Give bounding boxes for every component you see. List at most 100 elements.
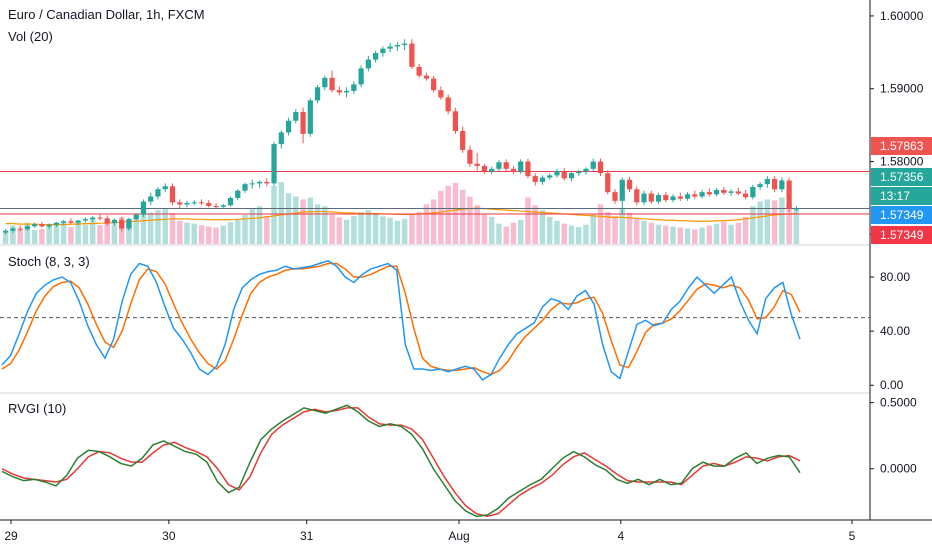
candle-body (17, 228, 23, 230)
volume-bar (227, 222, 234, 244)
volume-bar (191, 223, 198, 244)
price-tag-label: 13:17 (880, 189, 910, 203)
candle-body (358, 68, 364, 85)
volume-bar (365, 210, 372, 244)
volume-bar (634, 218, 640, 244)
price-pane[interactable] (0, 39, 870, 244)
volume-bar (619, 209, 626, 244)
candle-body (39, 224, 45, 227)
candle-body (351, 84, 357, 91)
candle-body (148, 196, 154, 202)
volume-bar (474, 205, 480, 244)
volume-bar (242, 214, 248, 244)
candle-body (3, 230, 9, 233)
volume-bar (771, 200, 778, 244)
volume-bar (713, 223, 720, 244)
volume-bar (445, 185, 451, 244)
candle-body (576, 171, 582, 174)
candle-body (597, 161, 604, 174)
volume-bar (169, 213, 176, 244)
volume-bar (757, 201, 763, 244)
volume-bar (467, 196, 473, 244)
candle-body (198, 202, 205, 204)
stoch-d-line (1, 262, 801, 376)
volume-bar (604, 212, 611, 244)
volume-bar (17, 229, 23, 244)
rvgi-pane[interactable] (1, 404, 801, 518)
stoch-tick-label: 80.00 (880, 270, 910, 284)
candle-body (68, 221, 74, 223)
candle-body (206, 203, 212, 206)
candle-body (191, 202, 197, 204)
candle-body (648, 193, 654, 202)
candle-body (706, 192, 712, 195)
candle-body (496, 162, 502, 169)
axis-labels: 11.580001.590001.600000.0040.0080.000.00… (4, 9, 923, 543)
candle-body (177, 202, 183, 205)
candle-body (612, 192, 618, 201)
chart-title: Euro / Canadian Dollar, 1h, FXCM (8, 7, 205, 22)
candle-body (467, 149, 473, 164)
volume-bar (285, 193, 292, 244)
volume-bar (510, 222, 517, 244)
candle-body (423, 75, 430, 79)
time-tick-label: 31 (300, 529, 314, 543)
stoch-tick-label: 40.00 (880, 324, 910, 338)
volume-bar (372, 213, 379, 244)
candle-body (547, 175, 553, 178)
volume-bar (590, 213, 597, 244)
volume-bar (329, 214, 335, 244)
candle-body (699, 192, 705, 197)
volume-bar (517, 219, 524, 244)
volume-bar (546, 216, 553, 244)
candle-body (663, 195, 669, 201)
volume-bar (213, 227, 219, 244)
volume-bar (220, 225, 227, 244)
volume-bar (430, 199, 437, 244)
candle-body (220, 205, 226, 207)
candle-body (293, 112, 299, 121)
candle-body (655, 195, 662, 202)
volume-bar (452, 182, 459, 244)
candle-body (409, 43, 415, 67)
candle-body (162, 186, 168, 190)
candle-body (104, 218, 110, 224)
volume-bar (314, 204, 321, 244)
rvgi-tick-label: 0.5000 (880, 396, 917, 410)
candle-body (721, 189, 727, 193)
price-tag-label: 1.57863 (880, 139, 924, 153)
candle-body (402, 43, 408, 46)
candle-body (779, 180, 785, 190)
stochastic-pane[interactable] (0, 259, 870, 381)
volume-bar (10, 225, 16, 244)
candle-body (728, 191, 734, 193)
volume-bar (699, 227, 705, 244)
volume-bar (336, 217, 343, 244)
rvgi-signal-line (1, 407, 801, 518)
candle-body (97, 217, 103, 219)
volume-bar (663, 225, 669, 244)
candle-body (445, 97, 451, 112)
rvgi-line (1, 404, 801, 518)
candle-body (757, 184, 763, 188)
candle-body (278, 132, 284, 145)
volume-bar (271, 185, 277, 244)
candle-body (554, 171, 560, 176)
volume-bar (358, 212, 364, 244)
candle-body (518, 161, 524, 172)
candle-body (532, 176, 538, 182)
candle-body (155, 189, 161, 197)
candle-body (140, 201, 147, 215)
volume-bar (684, 228, 691, 244)
candle-body (474, 163, 480, 166)
price-tag-ask (871, 226, 932, 244)
candle-body (314, 87, 321, 101)
candle-body (372, 53, 379, 60)
volume-bar (387, 217, 393, 244)
candle-body (133, 214, 139, 220)
volume-bar (539, 210, 546, 244)
volume-bar (39, 228, 45, 244)
candle-body (249, 183, 255, 185)
price-tag-bid (871, 206, 932, 224)
